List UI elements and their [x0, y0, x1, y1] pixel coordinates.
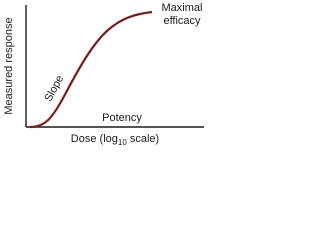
x-axis-label-suffix: scale)	[127, 133, 159, 145]
maximal-efficacy-line: efficacy	[163, 15, 201, 27]
maximal-efficacy-line: Maximal	[162, 2, 203, 14]
x-axis-label-text: Dose (log	[71, 133, 118, 145]
potency-annotation: Potency	[102, 112, 142, 124]
x-axis-label-subscript: 10	[118, 138, 127, 146]
dose-response-diagram: Measured response Dose (log10 scale) Slo…	[3, 2, 204, 146]
dose-response-curve	[29, 10, 153, 129]
x-axis-label: Dose (log10 scale)	[71, 133, 159, 146]
y-axis-label: Measured response	[3, 17, 15, 114]
